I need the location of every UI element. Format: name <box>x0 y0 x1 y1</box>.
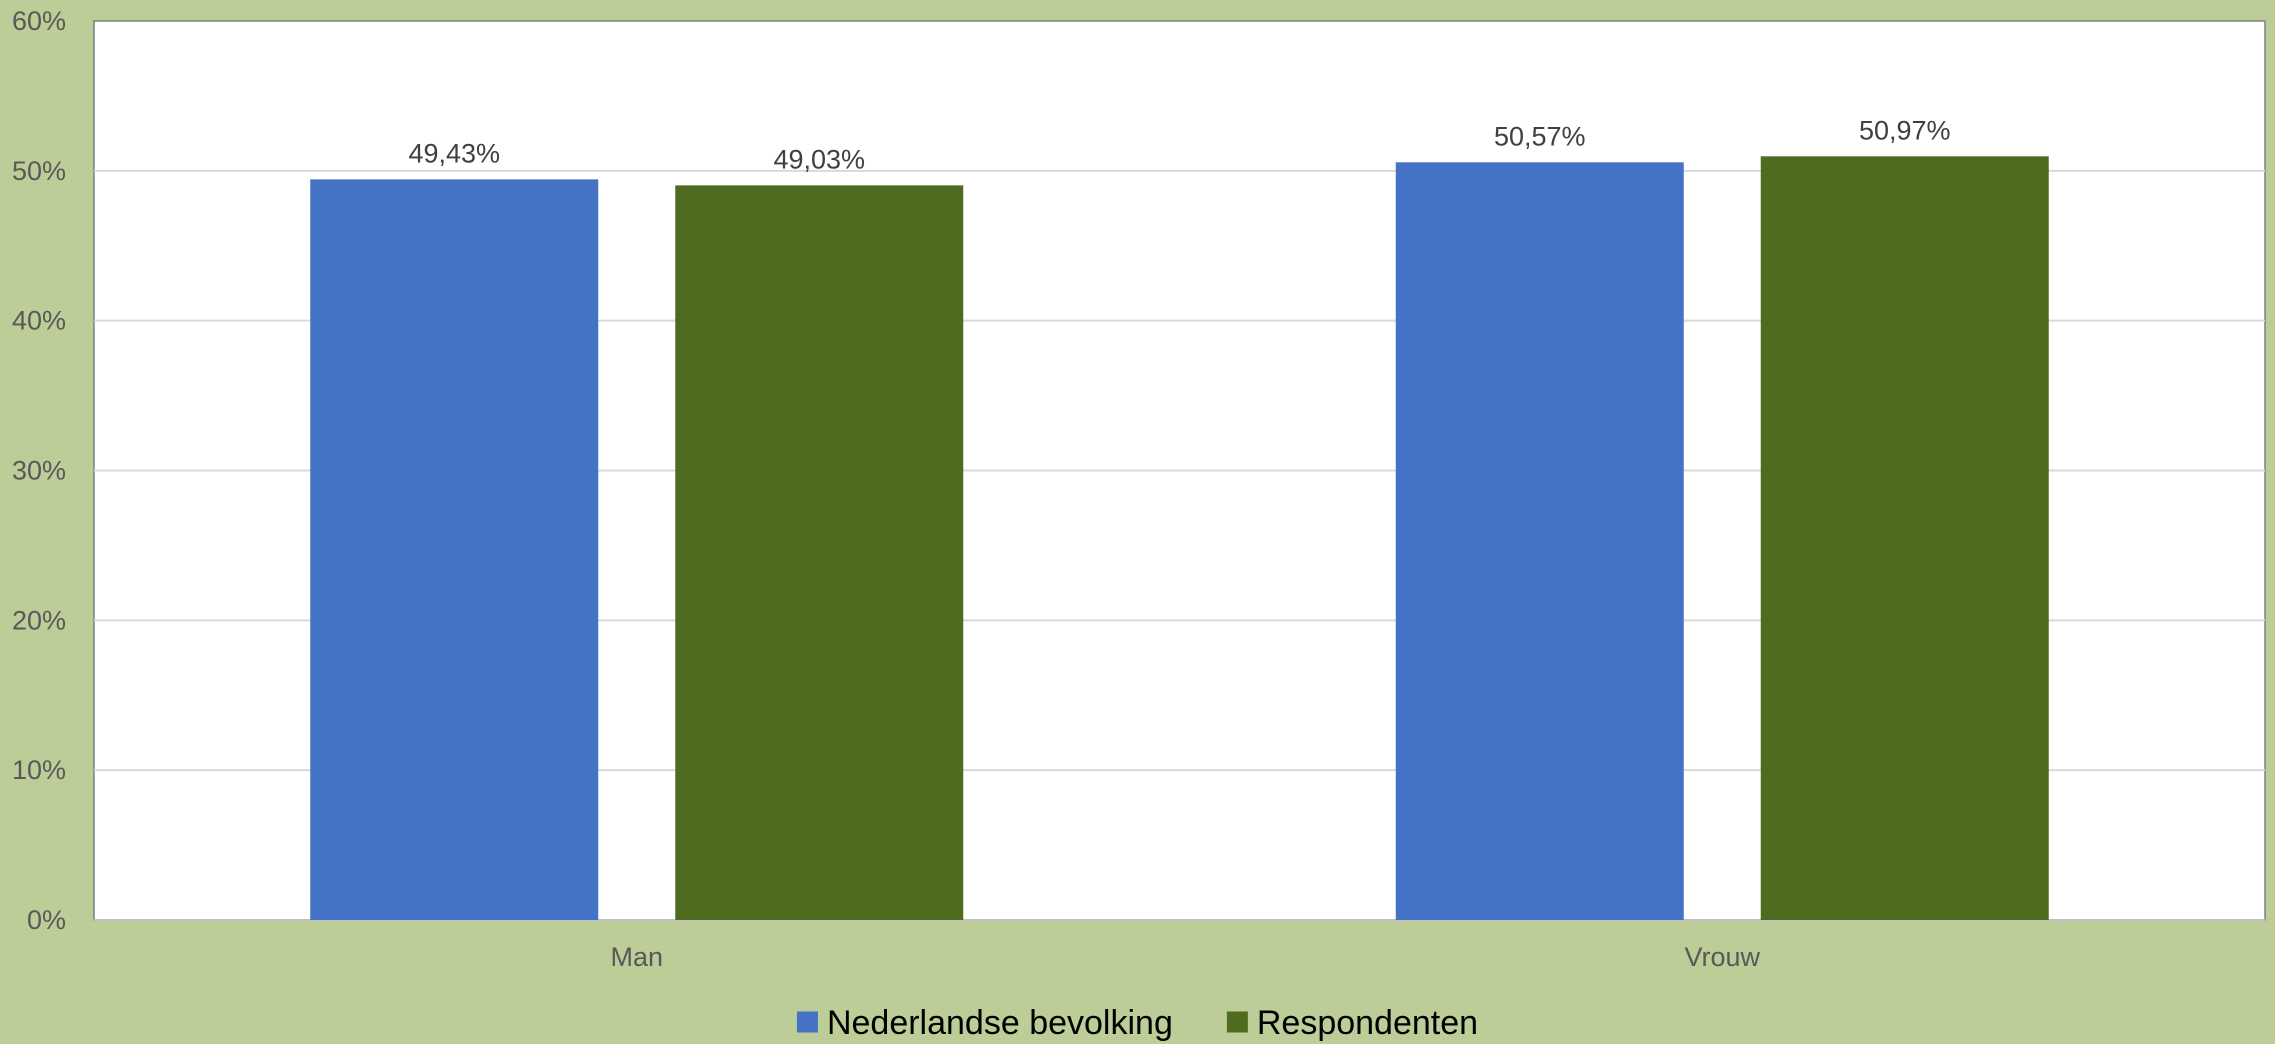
y-tick-label: 10% <box>12 755 66 785</box>
data-labels: 49,43% 49,03% 50,57% 50,97% <box>408 115 1950 174</box>
y-tick-label: 20% <box>12 605 66 635</box>
data-label: 49,03% <box>773 144 865 174</box>
y-tick-label: 30% <box>12 456 66 486</box>
x-axis-categories: Man Vrouw <box>610 942 1760 972</box>
data-label: 50,57% <box>1494 121 1586 151</box>
bar <box>1395 162 1684 920</box>
bar <box>1760 156 2049 920</box>
y-tick-label: 50% <box>12 156 66 186</box>
x-category-label: Man <box>610 942 663 972</box>
legend-label: Nederlandse bevolking <box>827 1004 1173 1042</box>
legend-swatch <box>1226 1011 1248 1033</box>
bar <box>310 179 599 920</box>
bar <box>675 185 964 920</box>
legend-swatch <box>796 1011 818 1033</box>
bars <box>310 156 2049 920</box>
legend: Nederlandse bevolking Respondenten <box>796 1004 1478 1042</box>
data-label: 49,43% <box>408 138 500 168</box>
legend-label: Respondenten <box>1257 1004 1478 1042</box>
y-tick-label: 60% <box>12 6 66 36</box>
y-tick-label: 0% <box>27 905 66 935</box>
y-axis-ticks: 0% 10% 20% 30% 40% 50% 60% <box>12 6 66 935</box>
x-category-label: Vrouw <box>1684 942 1760 972</box>
y-tick-label: 40% <box>12 306 66 336</box>
data-label: 50,97% <box>1859 115 1951 145</box>
